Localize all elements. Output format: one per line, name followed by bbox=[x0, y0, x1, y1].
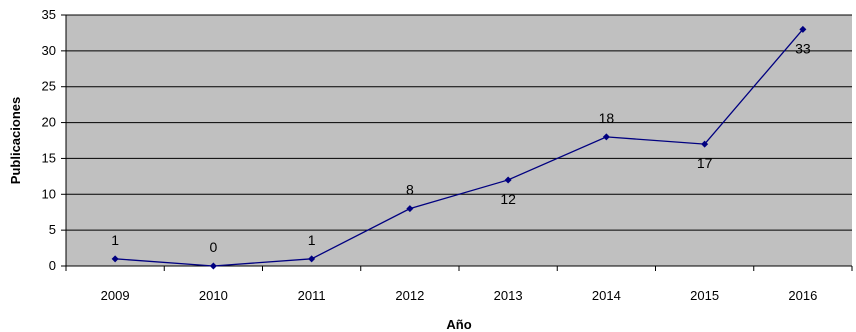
y-tick-label: 35 bbox=[42, 7, 56, 22]
x-tick-label: 2012 bbox=[395, 288, 424, 303]
gridlines bbox=[65, 14, 852, 267]
x-tick-label: 2013 bbox=[494, 288, 523, 303]
data-point bbox=[799, 25, 807, 33]
data-label: 12 bbox=[500, 191, 516, 207]
x-tick-label: 2015 bbox=[690, 288, 719, 303]
y-tick-label: 10 bbox=[42, 186, 56, 201]
y-tick-label: 25 bbox=[42, 79, 56, 94]
data-point bbox=[701, 140, 709, 148]
y-axis-title: Publicaciones bbox=[8, 97, 23, 184]
x-tick-label: 2011 bbox=[298, 288, 326, 303]
data-label: 1 bbox=[308, 232, 316, 248]
y-tick-label: 20 bbox=[42, 115, 56, 130]
x-tick-label: 2014 bbox=[592, 288, 621, 303]
y-axis-ticks: 0 5 10 15 20 25 30 35 bbox=[42, 7, 66, 273]
data-label: 1 bbox=[111, 232, 119, 248]
plot-area bbox=[66, 15, 852, 266]
data-label: 8 bbox=[406, 182, 414, 198]
y-tick-label: 5 bbox=[49, 222, 56, 237]
data-point bbox=[308, 255, 316, 263]
x-tick-label: 2009 bbox=[101, 288, 130, 303]
x-axis-title: Año bbox=[446, 317, 471, 332]
y-tick-label: 15 bbox=[42, 150, 56, 165]
data-label: 0 bbox=[209, 239, 217, 255]
y-tick-label: 0 bbox=[49, 258, 56, 273]
x-axis-ticks: 2009 2010 2011 2012 2013 2014 2015 2016 bbox=[65, 266, 853, 303]
data-point bbox=[209, 262, 217, 270]
x-tick-label: 2016 bbox=[788, 288, 817, 303]
data-point bbox=[602, 133, 610, 141]
data-point bbox=[406, 205, 414, 213]
data-point bbox=[111, 255, 119, 263]
x-tick-label: 2010 bbox=[199, 288, 228, 303]
data-label: 17 bbox=[697, 155, 713, 171]
data-label: 33 bbox=[795, 40, 811, 56]
data-markers bbox=[111, 25, 807, 270]
series-line bbox=[115, 28, 804, 267]
data-label: 18 bbox=[599, 110, 615, 126]
data-point bbox=[504, 176, 512, 184]
y-tick-label: 30 bbox=[42, 43, 56, 58]
